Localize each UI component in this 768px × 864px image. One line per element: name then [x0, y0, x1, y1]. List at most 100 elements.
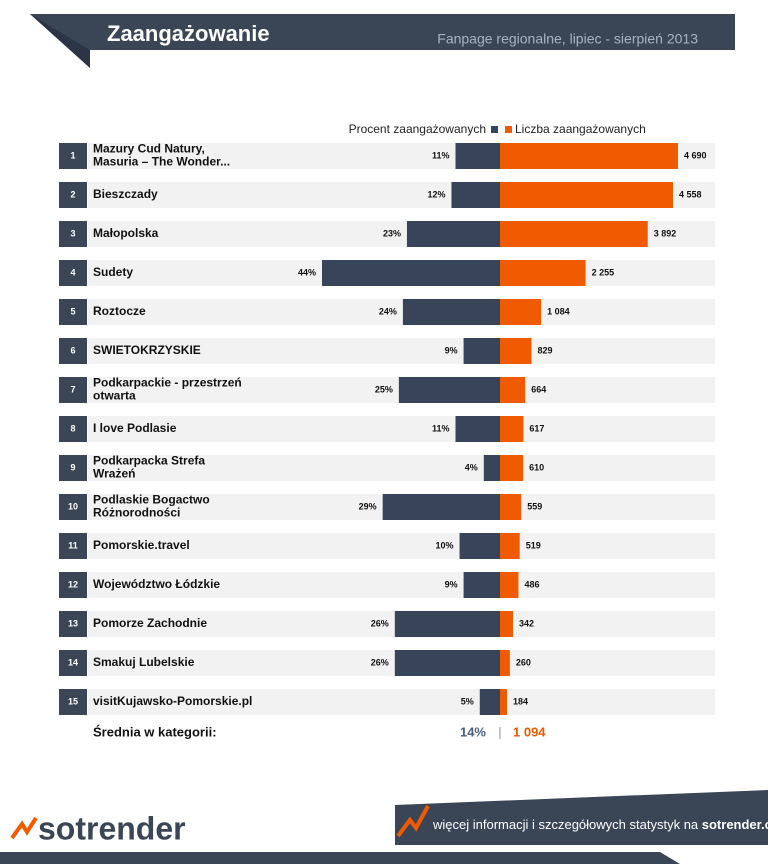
count-label: 260 — [516, 657, 531, 667]
rank-box — [59, 572, 87, 598]
rank: 8 — [70, 423, 75, 433]
count-label: 4 558 — [679, 189, 702, 199]
count-label: 342 — [519, 618, 534, 628]
count-label: 2 255 — [592, 267, 615, 277]
average-count: 1 094 — [513, 724, 546, 739]
category-label: Małopolska — [93, 226, 159, 240]
footer-link[interactable]: sotrender.com — [702, 817, 768, 832]
rank: 4 — [70, 267, 75, 277]
rank-box — [59, 416, 87, 442]
rank-box — [59, 494, 87, 520]
percent-label: 24% — [379, 306, 397, 316]
rank-box — [59, 533, 87, 559]
percent-label: 4% — [465, 462, 478, 472]
title: Zaangażowanie — [107, 21, 270, 46]
category-label: Roztocze — [93, 304, 146, 318]
percent-bar — [479, 689, 500, 715]
bottom-band — [0, 852, 680, 864]
percent-bar — [463, 572, 500, 598]
count-bar — [500, 494, 522, 520]
count-label: 610 — [529, 462, 544, 472]
percent-bar — [394, 611, 500, 637]
category-label: Województwo Łódzkie — [93, 577, 220, 591]
count-bar — [500, 455, 524, 481]
row-background — [88, 299, 715, 325]
category-label: Sudety — [93, 265, 133, 279]
percent-bar — [459, 533, 500, 559]
rank: 3 — [70, 228, 75, 238]
chart: Procent zaangażowanych Liczba zaangażowan… — [59, 122, 715, 739]
rank: 5 — [70, 306, 75, 316]
rank-box — [59, 182, 87, 208]
rank-box — [59, 611, 87, 637]
footer-box — [395, 790, 768, 845]
percent-bar — [483, 455, 500, 481]
average-percent: 14% — [460, 724, 486, 739]
percent-label: 26% — [371, 618, 389, 628]
percent-label: 44% — [298, 267, 316, 277]
header-fold — [30, 14, 90, 68]
count-bar — [500, 299, 542, 325]
count-label: 486 — [524, 579, 539, 589]
category-label: Smakuj Lubelskie — [93, 655, 195, 669]
percent-label: 26% — [371, 657, 389, 667]
count-bar — [500, 533, 520, 559]
footer-text: więcej informacji i szczegółowych statys… — [432, 817, 768, 832]
count-label: 559 — [527, 501, 542, 511]
rank-box — [59, 689, 87, 715]
category-label: Pomorskie.travel — [93, 538, 190, 552]
percent-label: 12% — [427, 189, 445, 199]
rank: 2 — [70, 189, 75, 199]
percent-label: 25% — [375, 384, 393, 394]
category-label: I love Podlasie — [93, 421, 177, 435]
rank-box — [59, 455, 87, 481]
category-label: Różnorodności — [93, 506, 180, 520]
average-label: Średnia w kategorii: — [93, 724, 217, 739]
percent-label: 23% — [383, 228, 401, 238]
rank-box — [59, 377, 87, 403]
category-label: Podlaskie Bogactwo — [93, 493, 210, 507]
count-bar — [500, 260, 586, 286]
rank-box — [59, 260, 87, 286]
count-bar — [500, 416, 524, 442]
percent-bar — [398, 377, 500, 403]
rank: 10 — [68, 501, 78, 511]
count-label: 4 690 — [684, 150, 707, 160]
category-label: SWIETOKRZYSKIE — [93, 343, 201, 357]
rank-box — [59, 650, 87, 676]
rank: 9 — [70, 462, 75, 472]
category-label: Bieszczady — [93, 187, 158, 201]
rank: 11 — [68, 540, 78, 550]
rank: 15 — [68, 696, 78, 706]
percent-bar — [406, 221, 500, 247]
rank-box — [59, 299, 87, 325]
footer-text-main: więcej informacji i szczegółowych statys… — [432, 817, 702, 832]
category-label: Podkarpacka Strefa — [93, 454, 205, 468]
count-bar — [500, 338, 532, 364]
percent-label: 11% — [432, 423, 450, 433]
percent-label: 29% — [359, 501, 377, 511]
percent-label: 9% — [445, 579, 458, 589]
percent-bar — [463, 338, 500, 364]
row-background — [88, 455, 715, 481]
count-bar — [500, 572, 519, 598]
count-bar — [500, 143, 678, 169]
rank: 1 — [70, 150, 75, 160]
legend-label: Procent zaangażowanych — [349, 122, 486, 136]
count-label: 829 — [537, 345, 552, 355]
percent-bar — [455, 416, 500, 442]
row-background — [88, 416, 715, 442]
percent-label: 10% — [436, 540, 454, 550]
count-label: 184 — [513, 696, 528, 706]
rank: 12 — [68, 579, 78, 589]
count-bar — [500, 377, 526, 403]
legend-label: Liczba zaangażowanych — [515, 122, 646, 136]
count-bar — [500, 650, 510, 676]
rank: 6 — [70, 345, 75, 355]
percent-label: 9% — [445, 345, 458, 355]
header-band — [30, 14, 735, 68]
count-bar — [500, 182, 673, 208]
percent-bar — [451, 182, 500, 208]
percent-bar — [382, 494, 500, 520]
